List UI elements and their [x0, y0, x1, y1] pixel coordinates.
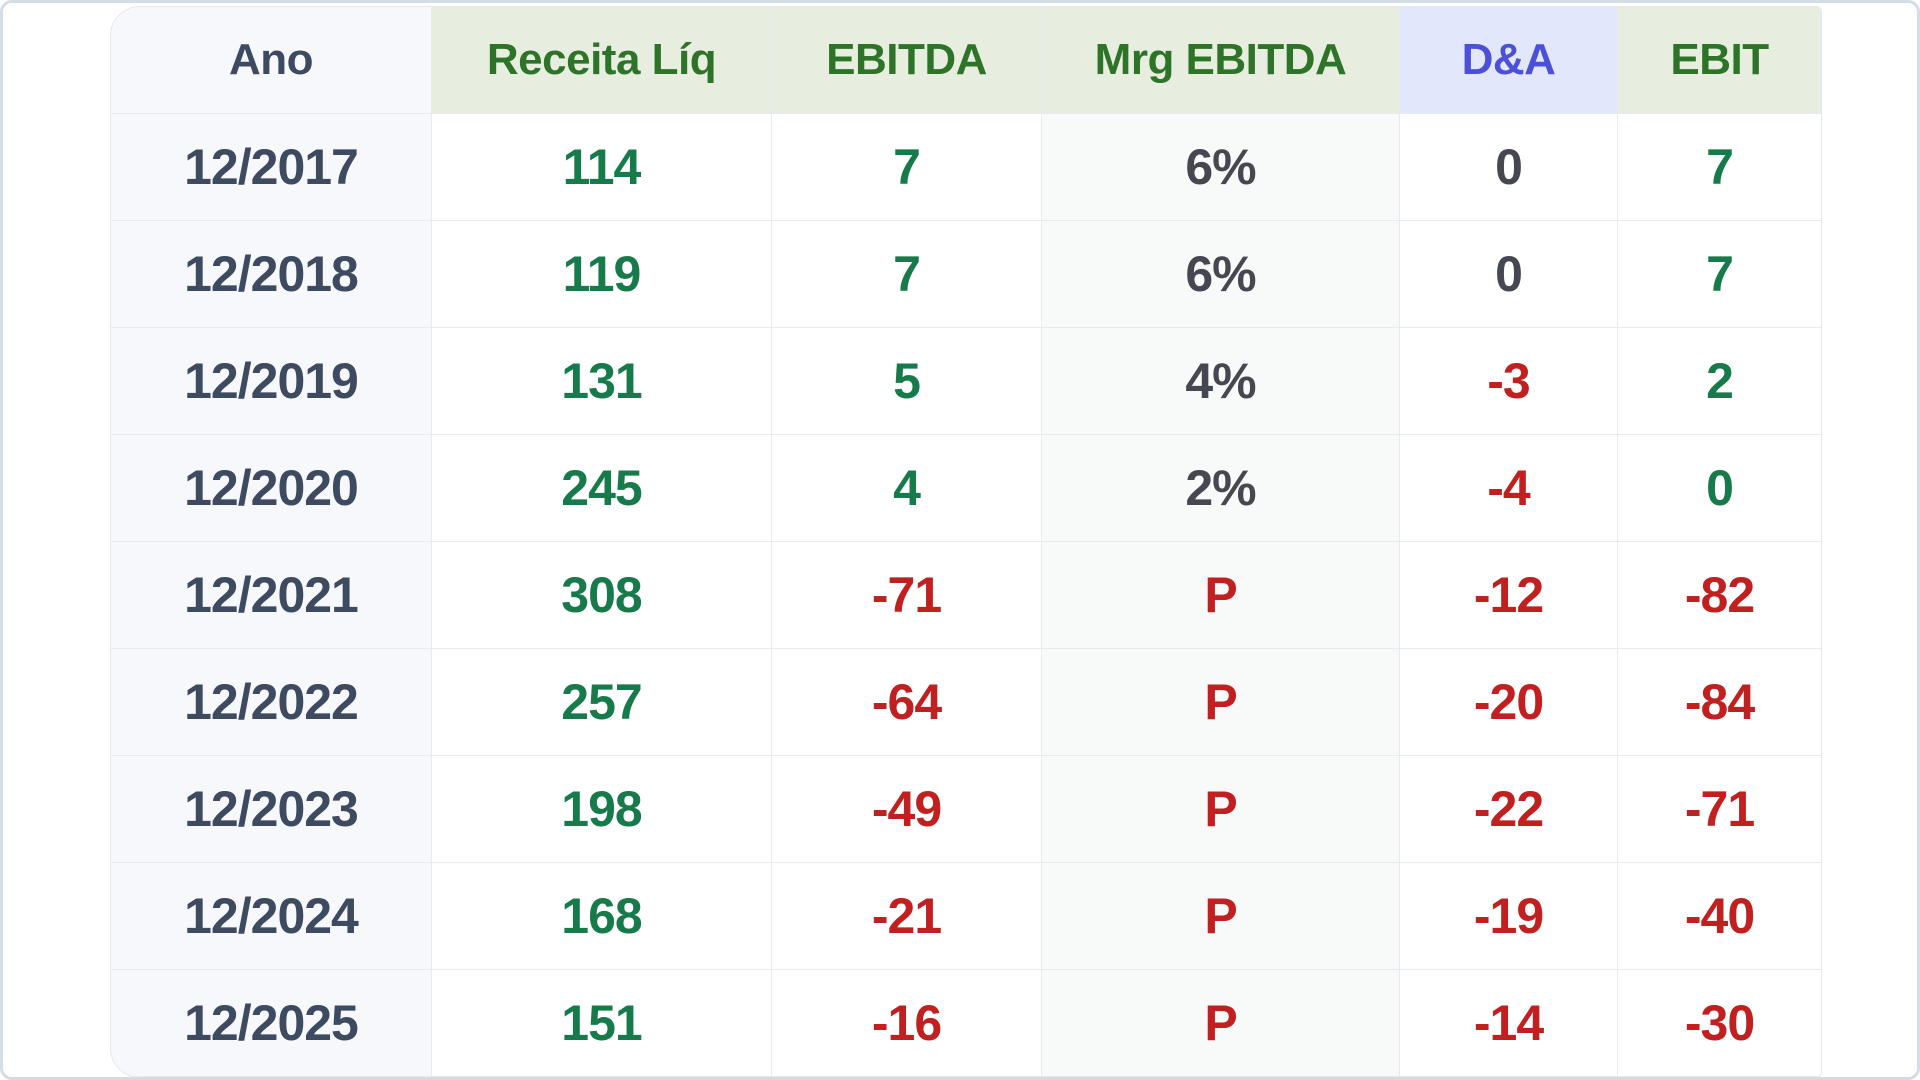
cell-receita: 119: [432, 221, 772, 328]
cell-ebitda: -16: [772, 970, 1042, 1077]
cell-ebit: 0: [1618, 435, 1821, 542]
cell-da: -22: [1400, 756, 1618, 863]
column-header-ebit: EBIT: [1618, 7, 1821, 114]
cell-mrg: 6%: [1042, 221, 1400, 328]
cell-ano: 12/2020: [111, 435, 432, 542]
cell-receita: 245: [432, 435, 772, 542]
column-header-mrg: Mrg EBITDA: [1042, 7, 1400, 114]
cell-da: -12: [1400, 542, 1618, 649]
cell-ebitda: -49: [772, 756, 1042, 863]
financial-table: Ano Receita Líq EBITDA Mrg EBITDA D&A EBIT 12/…: [110, 6, 1822, 1078]
cell-da: -19: [1400, 863, 1618, 970]
cell-da: 0: [1400, 221, 1618, 328]
column-header-da: D&A: [1400, 7, 1618, 114]
cell-mrg: P: [1042, 970, 1400, 1077]
cell-receita: 308: [432, 542, 772, 649]
cell-ebitda: 5: [772, 328, 1042, 435]
cell-ano: 12/2023: [111, 756, 432, 863]
cell-mrg: P: [1042, 542, 1400, 649]
column-header-ano: Ano: [111, 7, 432, 114]
cell-ebit: 2: [1618, 328, 1821, 435]
cell-receita: 114: [432, 114, 772, 221]
cell-ebit: 7: [1618, 114, 1821, 221]
cell-ebitda: 4: [772, 435, 1042, 542]
cell-da: 0: [1400, 114, 1618, 221]
cell-mrg: P: [1042, 649, 1400, 756]
cell-ebit: -71: [1618, 756, 1821, 863]
cell-ebitda: -64: [772, 649, 1042, 756]
cell-ano: 12/2018: [111, 221, 432, 328]
cell-receita: 257: [432, 649, 772, 756]
cell-ebitda: -21: [772, 863, 1042, 970]
cell-da: -3: [1400, 328, 1618, 435]
cell-ebit: -40: [1618, 863, 1821, 970]
cell-ebitda: 7: [772, 114, 1042, 221]
cell-receita: 168: [432, 863, 772, 970]
cell-ebit: 7: [1618, 221, 1821, 328]
cell-da: -20: [1400, 649, 1618, 756]
cell-ebitda: -71: [772, 542, 1042, 649]
cell-receita: 198: [432, 756, 772, 863]
cell-da: -4: [1400, 435, 1618, 542]
cell-ano: 12/2022: [111, 649, 432, 756]
cell-mrg: 4%: [1042, 328, 1400, 435]
cell-mrg: 6%: [1042, 114, 1400, 221]
cell-mrg: P: [1042, 863, 1400, 970]
cell-da: -14: [1400, 970, 1618, 1077]
cell-ebit: -84: [1618, 649, 1821, 756]
cell-ano: 12/2021: [111, 542, 432, 649]
cell-ebit: -30: [1618, 970, 1821, 1077]
cell-mrg: 2%: [1042, 435, 1400, 542]
column-header-receita: Receita Líq: [432, 7, 772, 114]
cell-ano: 12/2025: [111, 970, 432, 1077]
cell-receita: 131: [432, 328, 772, 435]
cell-ebitda: 7: [772, 221, 1042, 328]
cell-mrg: P: [1042, 756, 1400, 863]
cell-ano: 12/2017: [111, 114, 432, 221]
cell-ano: 12/2019: [111, 328, 432, 435]
cell-receita: 151: [432, 970, 772, 1077]
column-header-ebitda: EBITDA: [772, 7, 1042, 114]
cell-ano: 12/2024: [111, 863, 432, 970]
cell-ebit: -82: [1618, 542, 1821, 649]
